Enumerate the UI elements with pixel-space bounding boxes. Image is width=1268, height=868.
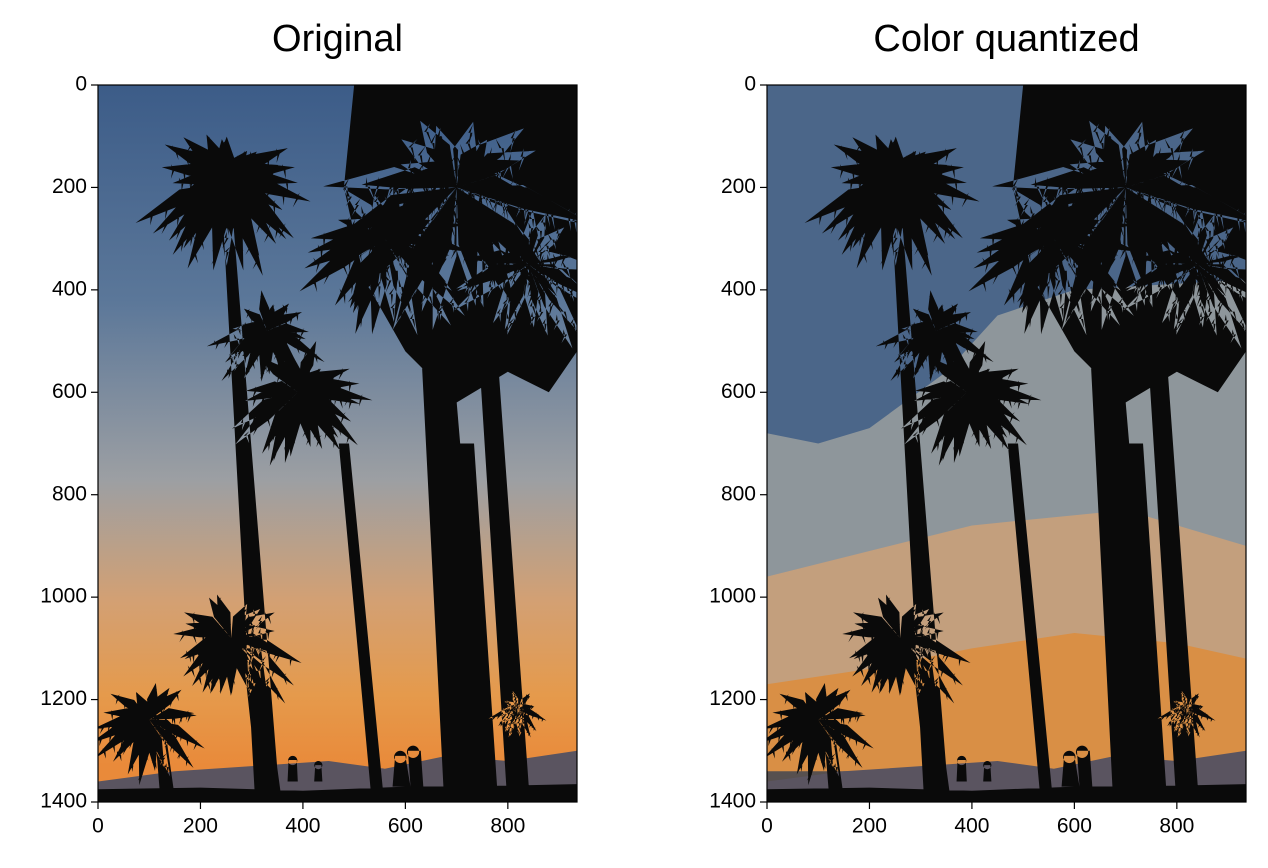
axes-frame — [97, 84, 578, 803]
x-tick-label: 400 — [954, 815, 989, 838]
y-tick-label: 200 — [52, 175, 87, 198]
y-tick-label: 1200 — [40, 687, 87, 710]
y-tick-label: 600 — [721, 380, 756, 403]
x-tick-label: 800 — [1159, 815, 1194, 838]
y-tick-label: 800 — [52, 482, 87, 505]
image — [767, 85, 1246, 802]
y-tick-label: 400 — [721, 277, 756, 300]
x-tick-label: 600 — [1057, 815, 1092, 838]
y-tick-label: 200 — [721, 175, 756, 198]
y-tick-label: 1400 — [40, 790, 87, 813]
y-tick-label: 0 — [744, 73, 756, 96]
y-tick-label: 600 — [52, 380, 87, 403]
x-tick-label: 400 — [285, 815, 320, 838]
chart-title: Original — [272, 18, 403, 60]
y-tick-label: 800 — [721, 482, 756, 505]
y-tick-label: 1400 — [709, 790, 756, 813]
axes-frame — [766, 84, 1247, 803]
image-content — [98, 85, 577, 802]
y-tick-label: 1000 — [709, 585, 756, 608]
y-tick-label: 0 — [75, 73, 87, 96]
y-tick-label: 400 — [52, 277, 87, 300]
x-tick-label: 0 — [761, 815, 773, 838]
image-content — [767, 85, 1246, 802]
x-tick-label: 0 — [92, 815, 104, 838]
x-tick-label: 800 — [490, 815, 525, 838]
axes: Color quantized 0 200 400 600 800 1000 1200 1400… — [709, 18, 1247, 838]
x-tick-label: 200 — [852, 815, 887, 838]
chart-title: Color quantized — [873, 18, 1139, 60]
image — [98, 85, 577, 802]
x-tick-label: 600 — [388, 815, 423, 838]
x-tick-label: 200 — [183, 815, 218, 838]
palm-silhouettes — [767, 85, 1246, 802]
palm-silhouettes — [98, 85, 577, 802]
y-tick-label: 1200 — [709, 687, 756, 710]
y-tick-label: 1000 — [40, 585, 87, 608]
